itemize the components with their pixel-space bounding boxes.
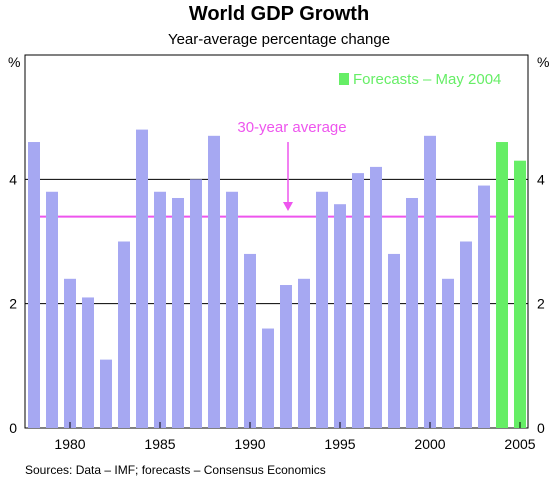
chart-subtitle: Year-average percentage change — [167, 31, 391, 48]
bar-actual — [388, 253, 400, 428]
bar-actual — [154, 191, 166, 428]
legend-label-forecast: Forecasts – May 2004 — [353, 71, 501, 88]
chart-title: World GDP Growth — [188, 3, 370, 25]
y-tick-label-left: 4 — [9, 171, 17, 187]
x-tick-label: 2000 — [414, 436, 445, 452]
bar-actual — [46, 191, 58, 428]
y-tick-label-right: 0 — [537, 420, 545, 436]
y-unit-right: % — [537, 54, 550, 70]
bar-actual — [244, 253, 256, 428]
x-tick-label: 2005 — [504, 436, 535, 452]
bar-actual — [82, 297, 94, 428]
average-label: 30-year average — [237, 119, 346, 136]
source-note: Sources: Data – IMF; forecasts – Consens… — [25, 463, 326, 477]
bar-actual — [208, 135, 220, 429]
bar-actual — [298, 278, 310, 428]
bar-actual — [118, 241, 130, 428]
x-tick-label: 1990 — [234, 436, 265, 452]
bar-actual — [370, 166, 382, 428]
bar-actual — [190, 179, 202, 428]
average-arrow-head — [283, 202, 293, 211]
bar-actual — [100, 359, 112, 428]
bar-forecast — [496, 142, 508, 429]
bar-actual — [424, 135, 436, 429]
bar-actual — [172, 197, 184, 428]
bar-actual — [64, 278, 76, 428]
plot-frame — [24, 54, 529, 429]
bar-actual — [316, 191, 328, 428]
bar-actual — [226, 191, 238, 428]
y-tick-label-right: 2 — [537, 296, 545, 312]
x-tick-label: 1995 — [324, 436, 355, 452]
y-tick-label-left: 0 — [9, 420, 17, 436]
bar-actual — [478, 185, 490, 428]
bar-actual — [442, 278, 454, 428]
bar-actual — [136, 129, 148, 428]
x-tick-label: 1980 — [54, 436, 85, 452]
x-tick-label: 1985 — [144, 436, 175, 452]
legend-swatch-forecast — [339, 73, 349, 85]
y-unit-left: % — [8, 54, 21, 70]
bar-actual — [262, 328, 274, 428]
bar-actual — [352, 173, 364, 428]
bar-actual — [406, 197, 418, 428]
bar-actual — [334, 204, 346, 428]
y-tick-label-right: 4 — [537, 171, 545, 187]
bar-actual — [280, 285, 292, 428]
bar-actual — [28, 142, 40, 429]
y-tick-label-left: 2 — [9, 296, 17, 312]
bar-actual — [460, 241, 472, 428]
bar-forecast — [514, 160, 526, 428]
